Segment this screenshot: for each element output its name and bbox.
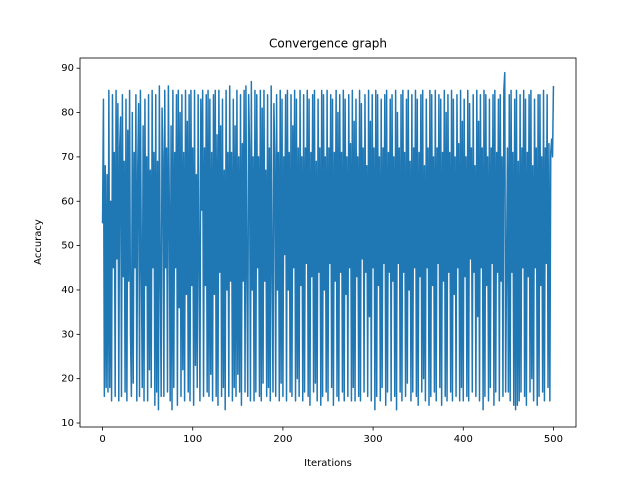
- y-tick-label: 40: [61, 285, 74, 296]
- x-tick-label: 300: [364, 434, 383, 445]
- x-tick-label: 0: [99, 434, 105, 445]
- y-tick-label: 80: [61, 108, 74, 119]
- y-axis-label: Accuracy: [33, 219, 44, 265]
- y-tick-label: 30: [61, 329, 74, 340]
- x-axis-label: Iterations: [304, 458, 352, 469]
- x-tick-label: 200: [273, 434, 292, 445]
- plot-frame: [79, 57, 577, 428]
- y-tick-label: 20: [61, 374, 74, 385]
- data-line: [101, 71, 555, 411]
- y-tick-label: 60: [61, 196, 74, 207]
- x-tick-label: 500: [544, 434, 563, 445]
- y-tick-label: 70: [61, 152, 74, 163]
- y-tick-label: 90: [61, 63, 74, 74]
- y-tick-label: 50: [61, 241, 74, 252]
- chart-title: Convergence graph: [269, 37, 387, 51]
- x-tick-label: 100: [183, 434, 202, 445]
- y-tick-label: 10: [61, 418, 74, 429]
- x-tick-label: 400: [454, 434, 473, 445]
